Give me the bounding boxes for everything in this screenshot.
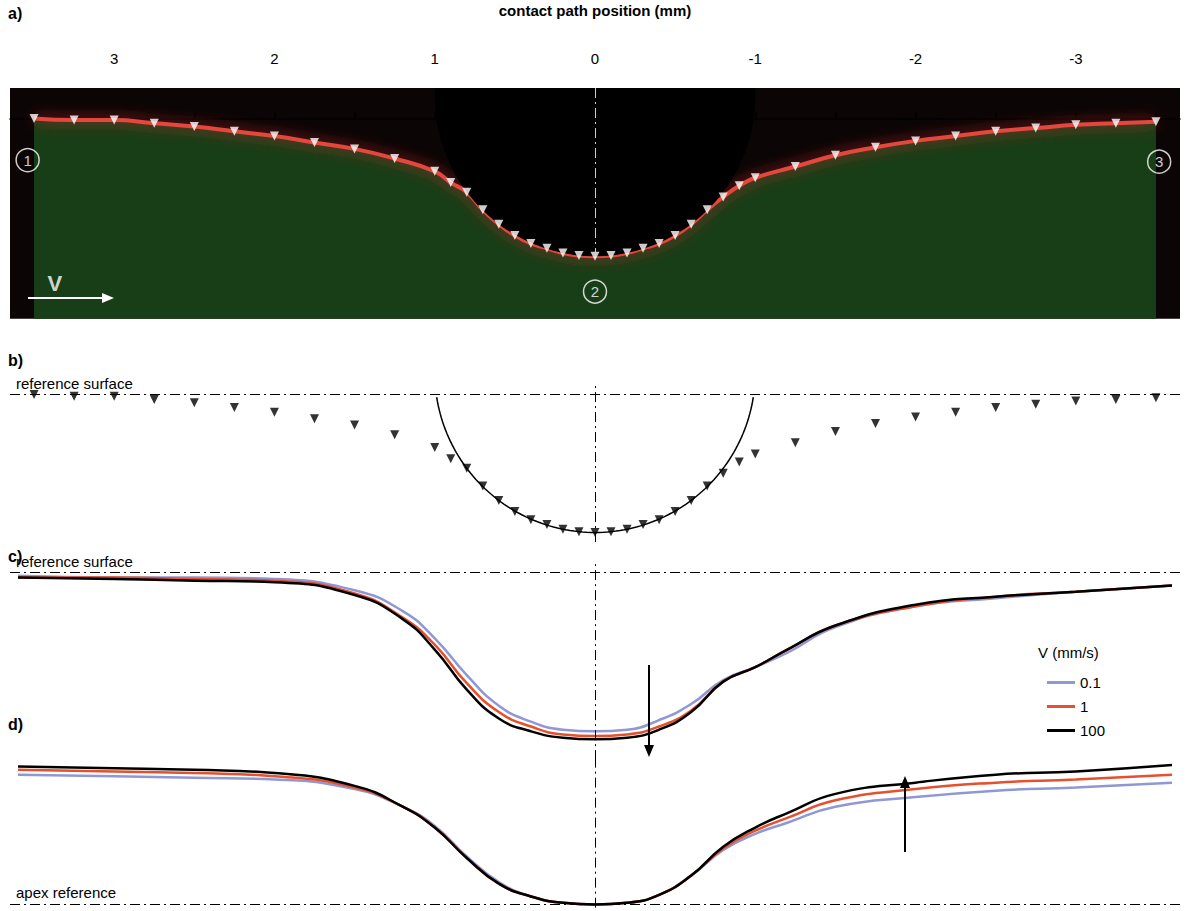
svg-text:d): d)	[8, 716, 23, 733]
svg-text:0.1: 0.1	[1080, 674, 1101, 691]
svg-text:reference surface: reference surface	[16, 553, 133, 570]
svg-text:apex reference: apex reference	[16, 884, 116, 901]
svg-text:-1: -1	[749, 50, 762, 67]
svg-text:b): b)	[8, 352, 23, 369]
svg-text:a): a)	[8, 5, 22, 22]
svg-text:V (mm/s): V (mm/s)	[1038, 644, 1099, 661]
svg-text:100: 100	[1080, 722, 1105, 739]
svg-text:-2: -2	[909, 50, 922, 67]
svg-text:1: 1	[1080, 698, 1088, 715]
svg-text:reference surface: reference surface	[16, 375, 133, 392]
svg-text:V: V	[48, 271, 63, 296]
svg-text:3: 3	[110, 50, 118, 67]
svg-text:0: 0	[591, 50, 599, 67]
svg-text:2: 2	[591, 283, 599, 300]
svg-text:2: 2	[270, 50, 278, 67]
svg-text:3: 3	[1155, 153, 1163, 170]
svg-text:-3: -3	[1069, 50, 1082, 67]
svg-text:1: 1	[431, 50, 439, 67]
svg-text:1: 1	[23, 152, 31, 169]
svg-text:contact path position (mm): contact path position (mm)	[499, 2, 692, 19]
